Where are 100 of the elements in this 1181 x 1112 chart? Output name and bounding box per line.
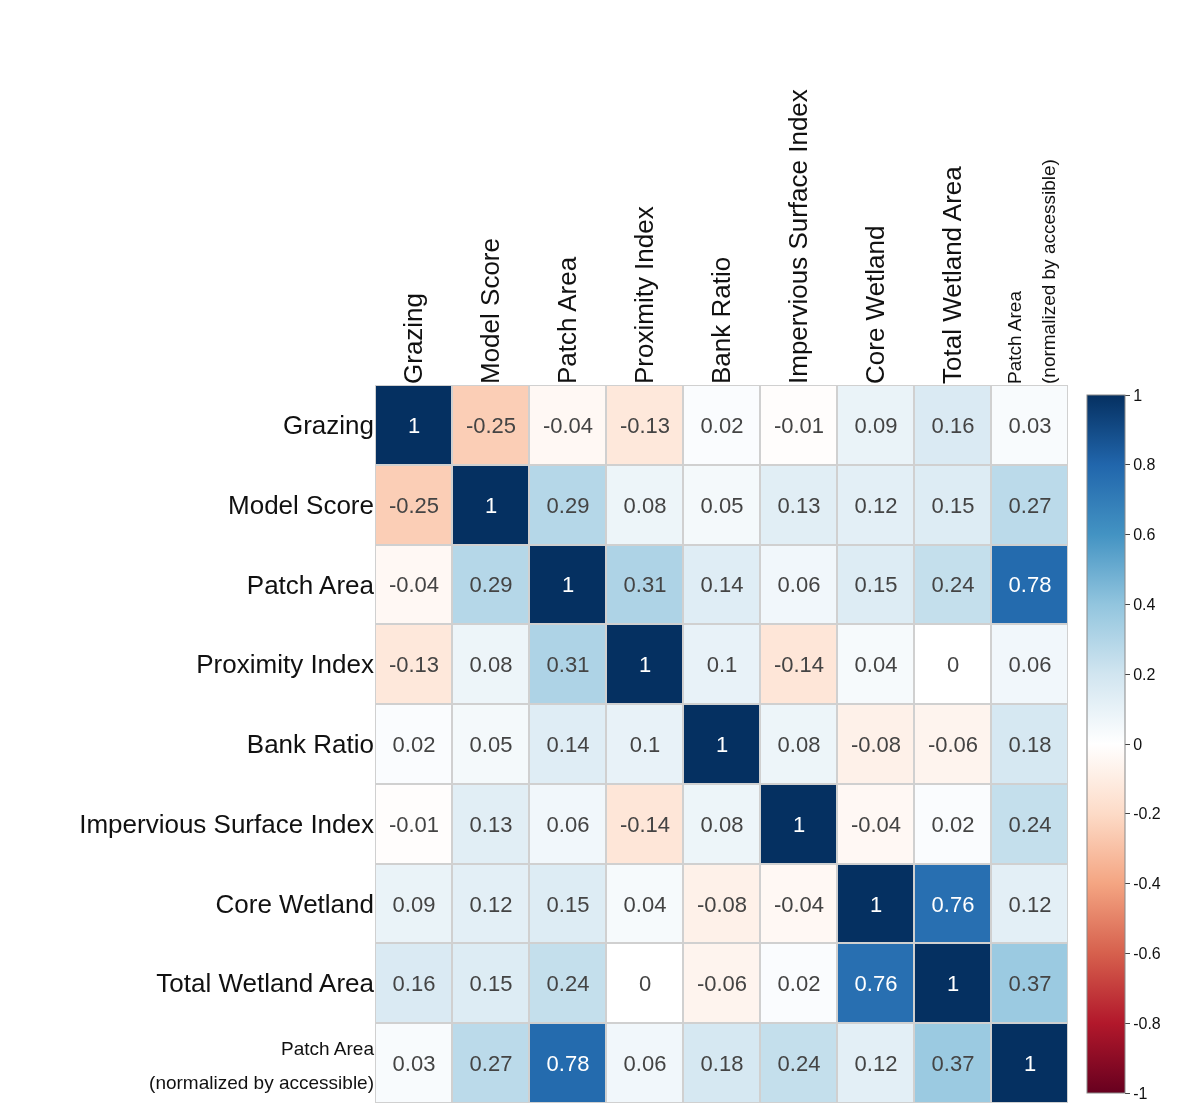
data-label: -0.06 bbox=[696, 970, 748, 996]
data-label: -0.13 bbox=[388, 651, 440, 677]
color-bar-label: 0.2 bbox=[1133, 665, 1156, 683]
data-label: 0.08 bbox=[700, 811, 744, 837]
data-label: 0.37 bbox=[931, 1050, 975, 1076]
data-label: 0.08 bbox=[469, 651, 513, 677]
data-label: 0.24 bbox=[546, 970, 590, 996]
data-label: -0.08 bbox=[696, 891, 748, 917]
data-label: 0.27 bbox=[469, 1050, 513, 1076]
data-label: 0.15 bbox=[546, 891, 590, 917]
color-bar-label: 0.4 bbox=[1133, 596, 1156, 613]
data-label: 0.78 bbox=[546, 1050, 590, 1076]
data-label: 0.29 bbox=[546, 492, 590, 518]
data-label: 0.09 bbox=[392, 891, 436, 917]
data-label: 1 bbox=[715, 731, 729, 757]
data-label: 0.09 bbox=[854, 412, 898, 438]
data-label: 0.29 bbox=[469, 571, 513, 597]
data-label: -0.14 bbox=[619, 811, 671, 837]
data-label: 0.08 bbox=[777, 731, 821, 757]
data-label: 0.37 bbox=[1008, 970, 1052, 996]
data-label: -0.04 bbox=[773, 891, 825, 917]
data-label: 0.1 bbox=[629, 731, 661, 757]
data-label: 1 bbox=[638, 651, 652, 677]
data-label: 0.02 bbox=[700, 412, 744, 438]
data-label: 0.05 bbox=[469, 731, 513, 757]
data-label: 0.06 bbox=[1008, 651, 1052, 677]
data-label: 0.02 bbox=[931, 811, 975, 837]
y-tick-label: Model Score bbox=[228, 489, 374, 520]
data-label: 0.12 bbox=[1008, 891, 1052, 917]
data-label: -0.25 bbox=[388, 492, 440, 518]
y-tick-label: Grazing bbox=[282, 409, 374, 440]
color-bar-label: 0.8 bbox=[1133, 456, 1156, 474]
color-bar-label: -0.8 bbox=[1133, 1014, 1161, 1032]
data-label: 1 bbox=[792, 811, 806, 837]
data-label: 0.06 bbox=[546, 811, 590, 837]
data-label: 0.16 bbox=[392, 970, 436, 996]
data-label: 0.15 bbox=[854, 571, 898, 597]
x-tick-label: Bank Ratio bbox=[705, 256, 736, 384]
data-label: -0.01 bbox=[388, 811, 440, 837]
data-label: 0.15 bbox=[931, 492, 975, 518]
color-bar-label: -0.2 bbox=[1133, 805, 1161, 823]
data-label: 0.13 bbox=[777, 492, 821, 518]
data-label: 0.31 bbox=[546, 651, 590, 677]
color-bar-label: -0.6 bbox=[1133, 945, 1161, 962]
data-label: 0 bbox=[946, 651, 960, 677]
data-label: 0.24 bbox=[931, 571, 975, 597]
y-tick-label: Proximity Index bbox=[196, 649, 374, 680]
data-label: 0.27 bbox=[1008, 492, 1052, 518]
x-tick-label: Proximity Index bbox=[628, 206, 659, 384]
x-tick-label: Model Score bbox=[474, 238, 505, 384]
data-label: 0.24 bbox=[1008, 811, 1052, 837]
data-label: -0.04 bbox=[542, 412, 594, 438]
y-tick-label: Impervious Surface Index bbox=[79, 808, 374, 839]
data-label: 0.24 bbox=[777, 1050, 821, 1076]
data-label: 0.03 bbox=[392, 1050, 436, 1076]
data-label: -0.08 bbox=[850, 731, 902, 757]
data-label: 0.04 bbox=[854, 651, 898, 677]
y-tick-label: Core Wetland bbox=[215, 888, 374, 919]
data-label: 0.1 bbox=[706, 651, 738, 677]
data-label: 0.08 bbox=[623, 492, 667, 518]
data-label: 0.18 bbox=[1008, 731, 1052, 757]
data-label: -0.25 bbox=[465, 412, 517, 438]
data-label: -0.13 bbox=[619, 412, 671, 438]
x-tick-label: Patch Area (normalized by accessible) bbox=[1004, 159, 1059, 384]
data-label: 0.15 bbox=[469, 970, 513, 996]
data-label: 0.12 bbox=[854, 1050, 898, 1076]
data-label: 0.03 bbox=[1008, 412, 1052, 438]
data-label: 1 bbox=[407, 412, 421, 438]
y-tick-label: Total Wetland Area bbox=[156, 968, 375, 999]
data-label: 0.76 bbox=[931, 891, 975, 917]
data-label: 0.76 bbox=[854, 970, 898, 996]
data-label: 0.16 bbox=[931, 412, 975, 438]
color-bar-label: -0.4 bbox=[1133, 875, 1161, 893]
data-label: 0.02 bbox=[392, 731, 436, 757]
data-label: 1 bbox=[484, 492, 498, 518]
data-label: 1 bbox=[869, 891, 883, 917]
x-tick-label: Impervious Surface Index bbox=[782, 89, 813, 384]
color-bar-label: 1 bbox=[1133, 386, 1143, 404]
color-bar-label: -1 bbox=[1133, 1084, 1148, 1102]
data-label: 0.14 bbox=[700, 571, 744, 597]
data-label: -0.04 bbox=[850, 811, 902, 837]
data-label: 1 bbox=[1023, 1050, 1037, 1076]
data-label: 0 bbox=[638, 970, 652, 996]
y-tick-label: Patch Area bbox=[246, 569, 375, 600]
data-label: 0.12 bbox=[854, 492, 898, 518]
data-label: 0.12 bbox=[469, 891, 513, 917]
x-tick-label: Patch Area bbox=[551, 256, 582, 384]
data-label: 0.13 bbox=[469, 811, 513, 837]
data-label: 0.02 bbox=[777, 970, 821, 996]
data-label: 0.05 bbox=[700, 492, 744, 518]
y-tick-label: Bank Ratio bbox=[246, 729, 374, 760]
data-label: 1 bbox=[946, 970, 960, 996]
y-tick-label: Patch Area (normalized by accessible) bbox=[149, 1038, 375, 1094]
data-label: 0.18 bbox=[700, 1050, 744, 1076]
data-label: -0.04 bbox=[388, 571, 440, 597]
data-label: -0.14 bbox=[773, 651, 825, 677]
data-label: 0.06 bbox=[623, 1050, 667, 1076]
x-tick-label: Core Wetland bbox=[859, 225, 890, 384]
data-label: 0.04 bbox=[623, 891, 667, 917]
color-bar-label: 0 bbox=[1133, 735, 1143, 753]
